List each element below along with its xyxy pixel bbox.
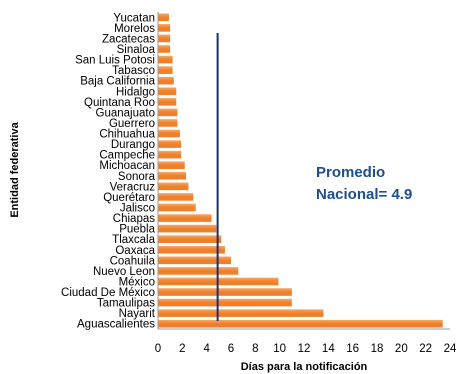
category-label: Aguascalientes [77,319,155,331]
bar-26 [158,288,292,296]
bar-23 [158,256,231,265]
bar-0 [158,13,169,22]
bar-12 [158,140,182,148]
category-label: Nayarit [119,308,156,320]
bar-3 [158,45,171,53]
category-label: San Luis Potosi [75,55,155,67]
category-label: Guerrero [109,118,155,130]
annotation-line-1: Promedio [316,164,385,181]
x-tick-label: 24 [444,343,457,355]
bar-17 [158,193,194,201]
x-tick-label: 6 [228,343,234,355]
x-tick-label: 14 [322,343,335,355]
bar-2 [158,34,171,43]
category-label: Yucatan [113,12,155,24]
y-axis-title: Entidad federativa [9,121,21,217]
category-label: Zacatecas [102,33,155,45]
category-label: Michoacan [99,160,155,172]
x-tick-label: 12 [298,343,311,355]
category-label: Campeche [99,150,155,162]
category-label: Sinaloa [117,44,156,56]
bar-1 [158,24,171,32]
x-tick-label: 22 [419,343,432,355]
bar-13 [158,150,182,159]
bar-8 [158,98,177,106]
bar-6 [158,76,174,85]
x-tick-label: 0 [155,343,161,355]
x-tick-label: 10 [273,343,286,355]
bar-10 [158,119,178,127]
bar-14 [158,161,185,170]
x-tick-label: 20 [395,343,408,355]
category-label: México [119,276,155,288]
annotation-line-2: Nacional= 4.9 [316,186,412,203]
category-label: Chihuahua [99,129,155,141]
category-label: Tamaulipas [97,298,155,310]
bar-27 [158,298,292,307]
bar-9 [158,108,178,117]
bars-group [158,13,443,328]
category-label: Hidalgo [116,86,155,98]
category-label: Sonora [118,171,156,183]
bar-5 [158,66,173,74]
category-label: Puebla [119,224,155,236]
category-label: Tlaxcala [112,234,155,246]
bar-16 [158,182,189,191]
category-label: Coahuila [110,255,156,267]
category-label: Quintana Roo [84,97,155,109]
bar-22 [158,245,225,254]
bar-29 [158,319,443,328]
bar-20 [158,224,217,233]
category-label: Querétaro [103,192,155,204]
category-label: Baja California [80,76,155,88]
category-label: Morelos [114,23,155,35]
category-label: Nuevo Leon [93,266,155,278]
x-tick-label: 2 [179,343,185,355]
bar-11 [158,129,180,138]
bar-24 [158,267,239,275]
bar-28 [158,309,324,317]
category-label: Tabasco [112,65,155,77]
category-label: Veracruz [110,181,156,193]
category-label: Oaxaca [115,245,155,257]
bar-21 [158,235,222,243]
x-tick-label: 16 [346,343,359,355]
category-label: Jalisco [120,202,155,214]
bar-19 [158,214,212,222]
bar-15 [158,171,186,180]
bar-4 [158,55,173,64]
bar-7 [158,87,177,96]
category-label: Guanajuato [96,107,155,119]
category-label: Chiapas [113,213,155,225]
x-axis-title: Días para la notificación [241,361,368,373]
bar-18 [158,203,196,212]
x-tick-label: 18 [371,343,384,355]
x-tick-labels: 0 2 4 6 8 10 12 14 16 18 20 22 24 [155,343,457,355]
category-label: Ciudad De México [61,287,155,299]
category-label: Durango [111,139,155,151]
x-tick-label: 8 [252,343,258,355]
x-tick-label: 4 [203,343,210,355]
